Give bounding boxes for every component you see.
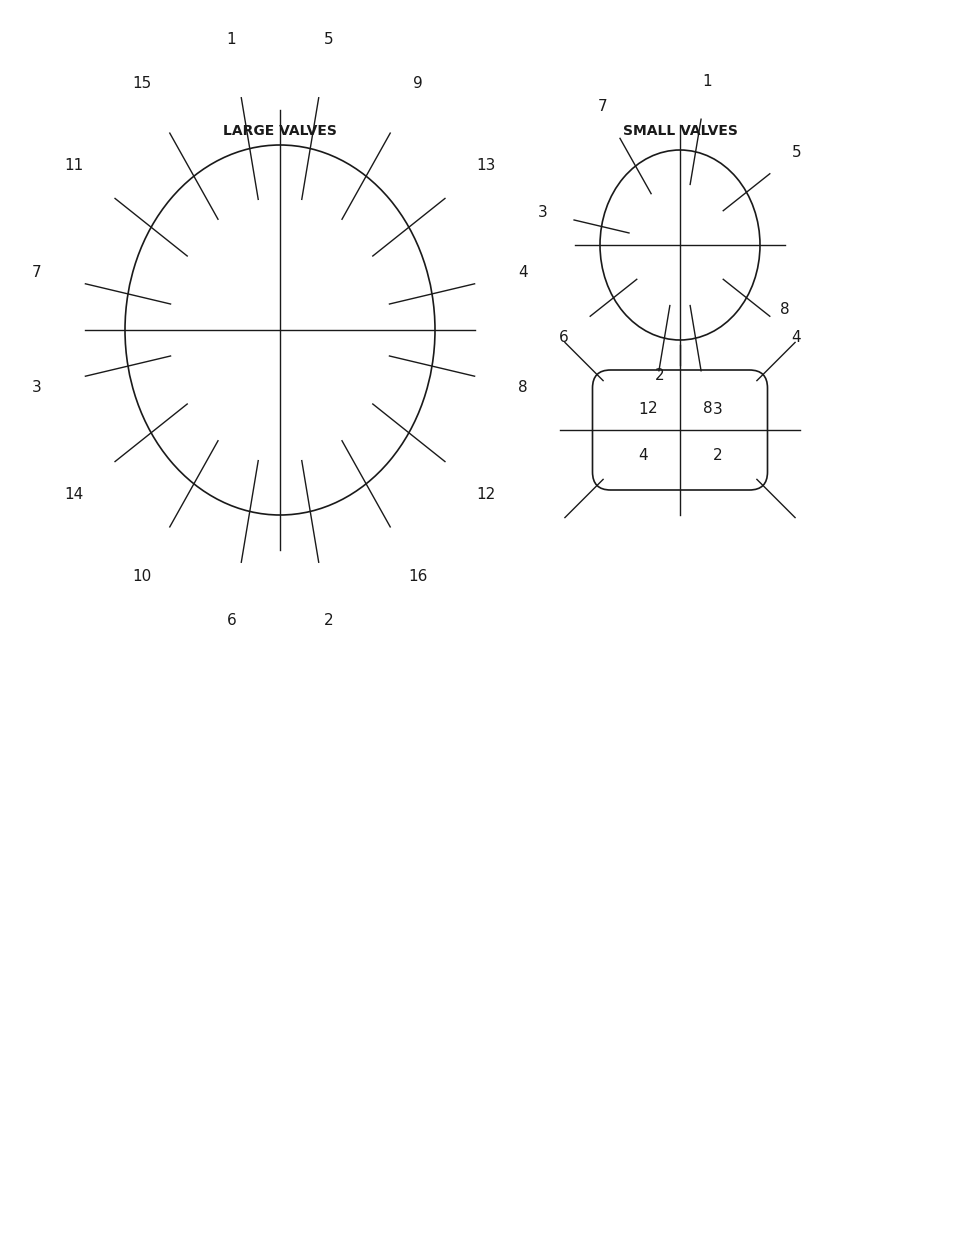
Text: 6: 6 [227,613,236,627]
Text: 8: 8 [780,303,789,317]
Text: 9: 9 [413,77,422,91]
Text: 8: 8 [701,400,711,415]
Text: 14: 14 [64,487,83,501]
Text: 4: 4 [791,330,801,345]
Text: 4: 4 [517,264,528,280]
Text: 8: 8 [517,380,528,395]
Text: 1: 1 [701,74,711,89]
Text: 2: 2 [655,368,664,383]
Text: 2: 2 [323,613,333,627]
Text: 1: 1 [227,32,236,47]
Text: LARGE VALVES: LARGE VALVES [223,124,336,138]
Text: 13: 13 [476,158,496,173]
Text: 5: 5 [791,146,801,161]
Text: 2: 2 [647,400,657,415]
Text: 16: 16 [408,568,427,584]
Text: 6: 6 [558,330,568,345]
Text: 1: 1 [638,403,647,417]
Text: 5: 5 [323,32,333,47]
Text: 10: 10 [132,568,152,584]
Text: SMALL VALVES: SMALL VALVES [622,124,737,138]
Text: 12: 12 [476,487,496,501]
Text: 2: 2 [713,447,722,462]
Text: 3: 3 [537,205,547,220]
Text: 7: 7 [597,99,606,115]
Text: 11: 11 [64,158,83,173]
Text: 3: 3 [713,403,722,417]
Text: 4: 4 [638,447,647,462]
Text: 3: 3 [31,380,42,395]
Text: 7: 7 [31,264,42,280]
Text: 15: 15 [132,77,152,91]
